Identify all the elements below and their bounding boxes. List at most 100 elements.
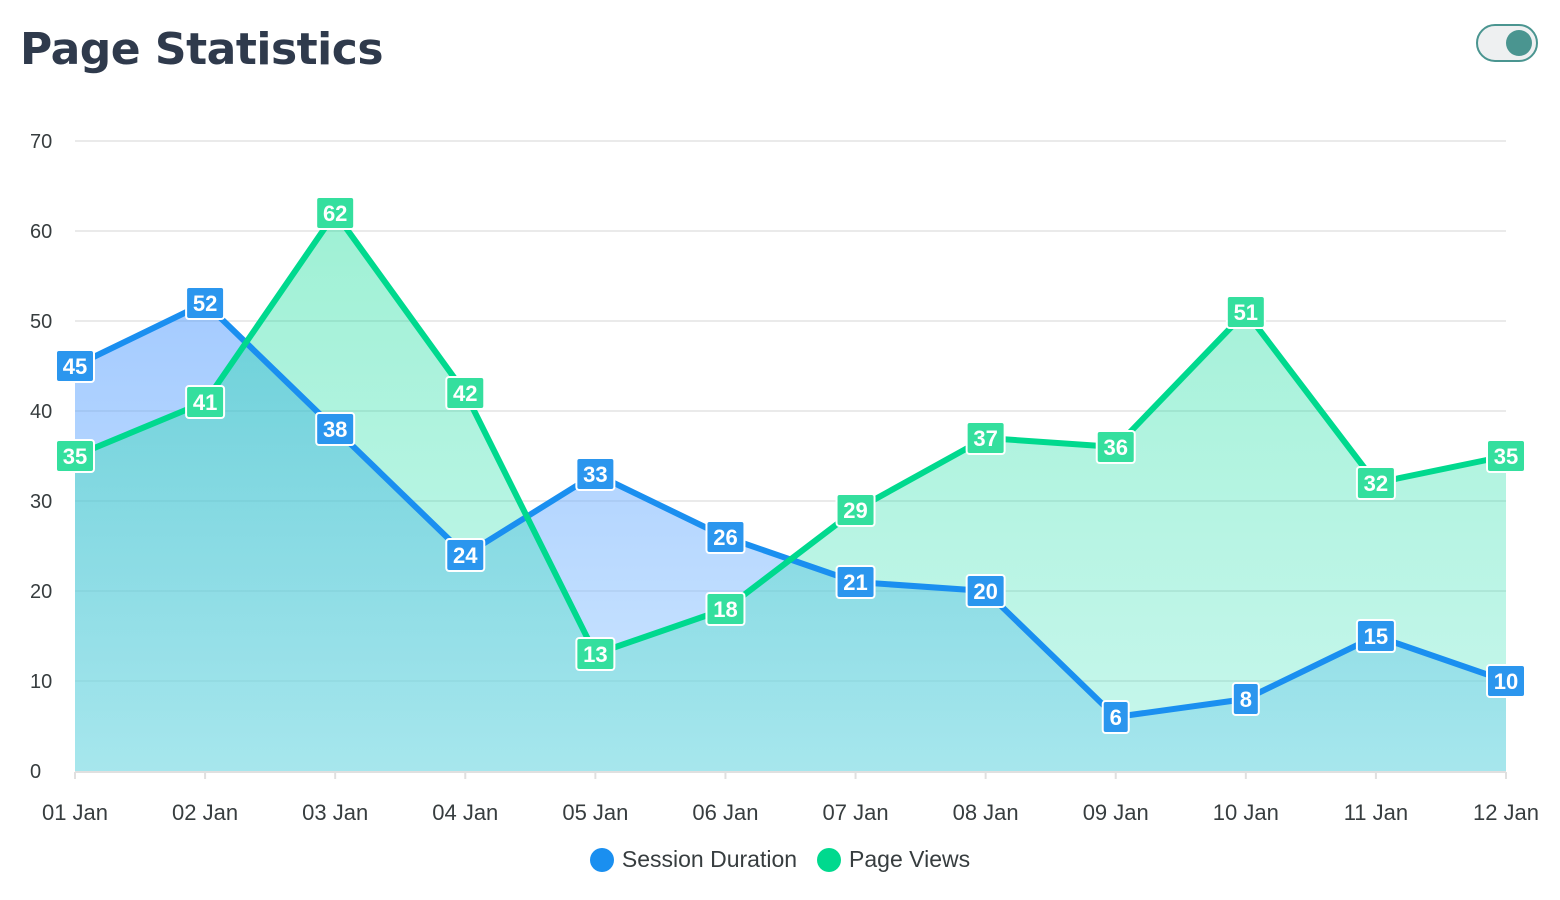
data-label-text: 33	[583, 462, 607, 487]
data-label-text: 36	[1103, 435, 1127, 460]
legend-marker-session-duration	[589, 847, 614, 872]
data-label-bg	[575, 637, 616, 671]
data-label-bg	[1355, 466, 1396, 500]
data-label-text: 41	[193, 390, 217, 415]
data-label-bg	[315, 412, 356, 446]
y-tick-label-70: 70	[30, 131, 52, 153]
data-label-s1-3: 42	[445, 376, 486, 410]
y-tick-label-50: 50	[30, 311, 52, 333]
y-tick-label-60: 60	[30, 221, 52, 243]
data-label-bg	[705, 592, 746, 626]
x-tick-label-11: 12 Jan	[1473, 800, 1539, 825]
data-label-text: 8	[1240, 687, 1252, 712]
data-label-bg	[1486, 664, 1526, 698]
x-tick-label-4: 05 Jan	[562, 800, 628, 825]
data-label-bg	[185, 385, 226, 419]
toggle-knob	[1506, 30, 1532, 56]
data-label-text: 20	[973, 579, 997, 604]
line-series-1	[72, 210, 1509, 657]
x-tick-label-10: 11 Jan	[1344, 800, 1408, 825]
data-label-bg	[1486, 439, 1526, 473]
chart-legend: Session Duration Page Views	[0, 846, 1560, 873]
data-label-text: 37	[973, 426, 997, 451]
data-label-s1-5: 18	[705, 592, 746, 626]
data-label-bg	[575, 457, 616, 491]
x-tick-label-5: 06 Jan	[692, 800, 758, 825]
y-tick-label-30: 30	[30, 491, 52, 513]
data-label-bg	[835, 493, 876, 527]
data-label-text: 45	[63, 354, 87, 379]
x-tick-label-8: 09 Jan	[1083, 800, 1149, 825]
data-label-text: 10	[1494, 669, 1518, 694]
data-label-text: 42	[453, 381, 477, 406]
page-title: Page Statistics	[20, 24, 384, 75]
data-label-s0-6: 21	[835, 565, 876, 599]
legend-marker-page-views	[817, 847, 842, 872]
data-label-s1-8: 36	[1095, 430, 1136, 464]
data-label-bg	[1101, 700, 1130, 734]
y-tick-label-20: 20	[30, 581, 52, 603]
data-label-s1-2: 62	[315, 196, 356, 230]
data-label-s1-1: 41	[185, 385, 226, 419]
data-label-s1-9: 51	[1225, 295, 1266, 329]
data-label-text: 29	[843, 498, 867, 523]
data-label-s0-4: 33	[575, 457, 616, 491]
x-tick-label-7: 08 Jan	[953, 800, 1019, 825]
x-tick-label-3: 04 Jan	[432, 800, 498, 825]
data-label-bg	[835, 565, 876, 599]
data-label-s0-11: 10	[1486, 664, 1526, 698]
data-label-s0-9: 8	[1231, 682, 1260, 716]
data-label-bg	[1095, 430, 1136, 464]
data-label-bg	[445, 376, 486, 410]
legend-item-session-duration[interactable]: Session Duration	[589, 846, 798, 873]
data-label-bg	[55, 439, 95, 473]
data-label-text: 51	[1234, 300, 1258, 325]
data-label-text: 62	[323, 201, 347, 226]
area-series-1	[75, 213, 1506, 771]
x-tick-label-2: 03 Jan	[302, 800, 368, 825]
data-label-s1-7: 37	[965, 421, 1006, 455]
data-label-s0-8: 6	[1101, 700, 1130, 734]
x-tick-label-6: 07 Jan	[823, 800, 889, 825]
data-label-text: 35	[63, 444, 87, 469]
x-tick-label-9: 10 Jan	[1213, 800, 1279, 825]
data-label-bg	[315, 196, 356, 230]
data-label-s0-1: 52	[185, 286, 226, 320]
data-label-s1-10: 32	[1355, 466, 1396, 500]
data-label-text: 13	[583, 642, 607, 667]
data-label-s1-0: 35	[55, 439, 95, 473]
theme-toggle[interactable]	[1476, 24, 1538, 62]
data-label-s1-4: 13	[575, 637, 616, 671]
data-label-bg	[185, 286, 226, 320]
data-label-text: 38	[323, 417, 347, 442]
y-tick-label-40: 40	[30, 401, 52, 423]
data-label-bg	[55, 349, 95, 383]
data-label-s1-6: 29	[835, 493, 876, 527]
data-label-s0-10: 15	[1355, 619, 1396, 653]
data-label-s0-0: 45	[55, 349, 95, 383]
data-label-text: 6	[1110, 705, 1122, 730]
data-label-text: 35	[1494, 444, 1518, 469]
data-label-text: 24	[453, 543, 478, 568]
y-tick-label-0: 0	[30, 761, 41, 783]
data-label-s0-2: 38	[315, 412, 356, 446]
data-label-bg	[1231, 682, 1260, 716]
x-tick-label-1: 02 Jan	[172, 800, 238, 825]
data-label-text: 52	[193, 291, 217, 316]
data-label-bg	[965, 574, 1006, 608]
data-label-bg	[445, 538, 486, 572]
data-label-text: 32	[1364, 471, 1388, 496]
x-tick-label-0: 01 Jan	[42, 800, 108, 825]
data-label-s1-11: 35	[1486, 439, 1526, 473]
legend-label-page-views: Page Views	[849, 846, 971, 872]
data-label-bg	[1355, 619, 1396, 653]
legend-label-session-duration: Session Duration	[621, 846, 798, 872]
data-label-bg	[965, 421, 1006, 455]
data-label-text: 21	[843, 570, 867, 595]
y-tick-label-10: 10	[30, 671, 52, 693]
data-label-bg	[705, 520, 746, 554]
data-label-s0-5: 26	[705, 520, 746, 554]
legend-item-page-views[interactable]: Page Views	[817, 846, 970, 873]
data-label-bg	[1225, 295, 1266, 329]
